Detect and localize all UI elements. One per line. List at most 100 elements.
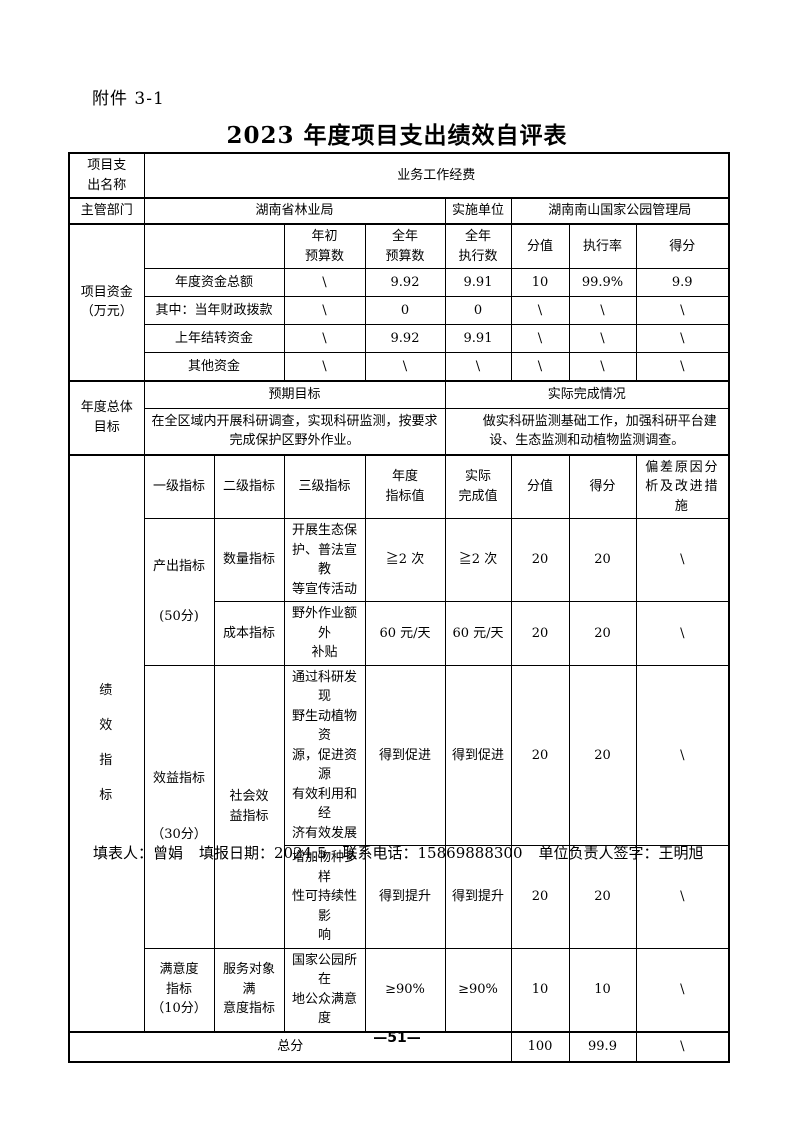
actual-goal-text: 做实科研监测基础工作，加强科研平台建设、生态监测和动植物监测调查。 <box>444 408 730 455</box>
department-row: 主管部门 湖南省林业局 实施单位 湖南南山国家公园管理局 <box>68 197 730 225</box>
perf-section-label: 绩 效 指 标 <box>68 453 145 1032</box>
perf-row-social-b: 增加物种多样 性可持续性影 响 得到提升 得到提升 20 20 \ <box>69 845 730 949</box>
level3-social-a: 通过科研发现 野生动植物资 源，促进资源 有效利用和经 济有效发展 <box>283 664 366 846</box>
perf-header-points: 得分 <box>568 453 637 519</box>
goal-content-row: 在全区域内开展科研调查，实现科研监测，按要求完成保护区野外作业。 做实科研监测基… <box>69 408 730 455</box>
benefit-indicator-name: 效益指标 <box>152 771 205 786</box>
perf-header-row: 绩 效 指 标 一级指标 二级指标 三级指标 年度 指标值 实际 完成值 分值 … <box>68 453 730 1032</box>
level2-social: 社会效 益指标 <box>213 664 285 949</box>
fund-row-label: 年度资金总额 <box>143 268 285 297</box>
report-date-text: 填报日期：2024.5 <box>199 844 327 862</box>
quantity-score: 20 <box>510 518 570 602</box>
fund-cell: \ <box>283 268 366 297</box>
satisfaction-deviation: \ <box>635 947 730 1032</box>
fund-cell: \ <box>364 352 446 381</box>
benefit-indicator-cell: 效益指标 （30分） <box>143 664 215 949</box>
footer-line: 填表人：曾娟 填报日期：2024.5 联系电话：15869888300 单位负责… <box>93 842 704 863</box>
satisfaction-indicator-cell: 满意度 指标 （10分） <box>143 947 215 1032</box>
fund-cell: \ <box>283 324 366 353</box>
fund-cell: 9.9 <box>635 268 730 297</box>
level3-quantity: 开展生态保 护、普法宣教 等宣传活动 <box>283 518 366 602</box>
page-title: 2023 年度项目支出绩效自评表 <box>226 122 568 149</box>
output-indicator-cell: 产出指标 (50分) <box>143 518 215 666</box>
total-label: 总分 <box>68 1030 512 1062</box>
perf-row-satisfaction: 满意度 指标 （10分） 服务对象满 意度指标 国家公园所在 地公众满意度 ≥9… <box>69 947 730 1032</box>
funds-header-year-exec: 全年 执行数 <box>444 223 512 269</box>
fund-cell: \ <box>635 296 730 325</box>
fund-cell: \ <box>635 324 730 353</box>
quantity-deviation: \ <box>635 518 730 602</box>
funds-header-year-budget: 全年 预算数 <box>364 223 446 269</box>
fund-row-label: 其他资金 <box>143 352 285 381</box>
level3-social-b: 增加物种多样 性可持续性影 响 <box>283 845 366 949</box>
social-a-actual: 得到促进 <box>444 664 512 846</box>
social-a-points: 20 <box>568 664 637 846</box>
total-points: 99.9 <box>568 1030 637 1062</box>
output-indicator-name: 产出指标 <box>152 559 205 575</box>
unit-value: 湖南南山国家公园管理局 <box>510 197 730 225</box>
contact-phone-text: 联系电话：15869888300 <box>342 844 523 862</box>
funds-section-label: 项目资金 （万元） <box>68 223 145 381</box>
fund-row-total: 年度资金总额 \ 9.92 9.91 10 99.9% 9.9 <box>69 268 730 297</box>
output-indicator-score: (50分) <box>159 608 199 624</box>
quantity-points: 20 <box>568 518 637 602</box>
funds-header-empty <box>143 223 285 269</box>
fund-cell: \ <box>444 352 512 381</box>
fund-cell: \ <box>510 352 570 381</box>
page-number: —51— <box>373 1030 421 1046</box>
social-b-score: 20 <box>510 845 570 949</box>
fund-cell: \ <box>510 324 570 353</box>
fund-cell: \ <box>283 352 366 381</box>
fund-row-label: 其中：当年财政拨款 <box>143 296 285 325</box>
unit-label: 实施单位 <box>444 197 512 225</box>
fund-cell: 9.92 <box>364 268 446 297</box>
level3-cost: 野外作业额外 补贴 <box>283 601 366 666</box>
project-name-row: 项目支 出名称 业务工作经费 <box>68 152 730 199</box>
level2-cost: 成本指标 <box>213 601 285 666</box>
level2-quantity: 数量指标 <box>213 518 285 602</box>
quantity-actual: ≧2 次 <box>444 518 512 602</box>
social-a-target: 得到促进 <box>364 664 446 846</box>
goal-header-row: 年度总体 目标 预期目标 实际完成情况 <box>68 379 730 455</box>
fund-cell: \ <box>635 352 730 381</box>
evaluation-table: 项目支 出名称 业务工作经费 主管部门 湖南省林业局 实施单位 湖南南山国家公园… <box>68 152 731 1063</box>
level2-satisfaction: 服务对象满 意度指标 <box>213 947 285 1032</box>
total-score: 100 <box>510 1030 570 1062</box>
funds-header-score: 分值 <box>510 223 570 269</box>
dept-label: 主管部门 <box>68 197 145 225</box>
fund-cell: 0 <box>364 296 446 325</box>
fund-cell: \ <box>510 296 570 325</box>
social-a-deviation: \ <box>635 664 730 846</box>
perf-header-annual-target: 年度 指标值 <box>364 453 446 519</box>
satisfaction-actual: ≥90% <box>444 947 512 1032</box>
fund-cell: 0 <box>444 296 512 325</box>
fund-cell: \ <box>568 324 637 353</box>
preparer-text: 填表人：曾娟 <box>93 844 184 862</box>
expected-goal-header: 预期目标 <box>143 379 446 409</box>
expected-goal-text: 在全区域内开展科研调查，实现科研监测，按要求完成保护区野外作业。 <box>143 408 446 455</box>
fund-cell: \ <box>568 352 637 381</box>
project-name-label: 项目支 出名称 <box>68 152 145 199</box>
satisfaction-score: 10 <box>510 947 570 1032</box>
fund-row-other: 其他资金 \ \ \ \ \ \ <box>69 352 730 381</box>
dept-value: 湖南省林业局 <box>143 197 446 225</box>
satisfaction-target: ≥90% <box>364 947 446 1032</box>
attachment-label: 附件 3-1 <box>92 89 165 109</box>
benefit-indicator-score: （30分） <box>151 826 207 842</box>
perf-header-deviation: 偏差原因分 析及改进措 施 <box>635 453 730 519</box>
social-a-score: 20 <box>510 664 570 846</box>
perf-header-level3: 三级指标 <box>283 453 366 519</box>
funds-header-row: 项目资金 （万元） 年初 预算数 全年 预算数 全年 执行数 分值 执行率 得分 <box>68 223 730 381</box>
funds-header-begin-budget: 年初 预算数 <box>283 223 366 269</box>
signature-text: 单位负责人签字：王明旭 <box>538 844 704 862</box>
perf-row-cost: 成本指标 野外作业额外 补贴 60 元/天 60 元/天 20 20 \ <box>69 601 730 666</box>
cost-points: 20 <box>568 601 637 666</box>
fund-row-fiscal: 其中：当年财政拨款 \ 0 0 \ \ \ <box>69 296 730 325</box>
cost-actual: 60 元/天 <box>444 601 512 666</box>
cost-score: 20 <box>510 601 570 666</box>
goal-section-label: 年度总体 目标 <box>68 379 145 455</box>
cost-deviation: \ <box>635 601 730 666</box>
perf-section-label-text: 绩 效 指 标 <box>99 683 115 803</box>
social-b-deviation: \ <box>635 845 730 949</box>
